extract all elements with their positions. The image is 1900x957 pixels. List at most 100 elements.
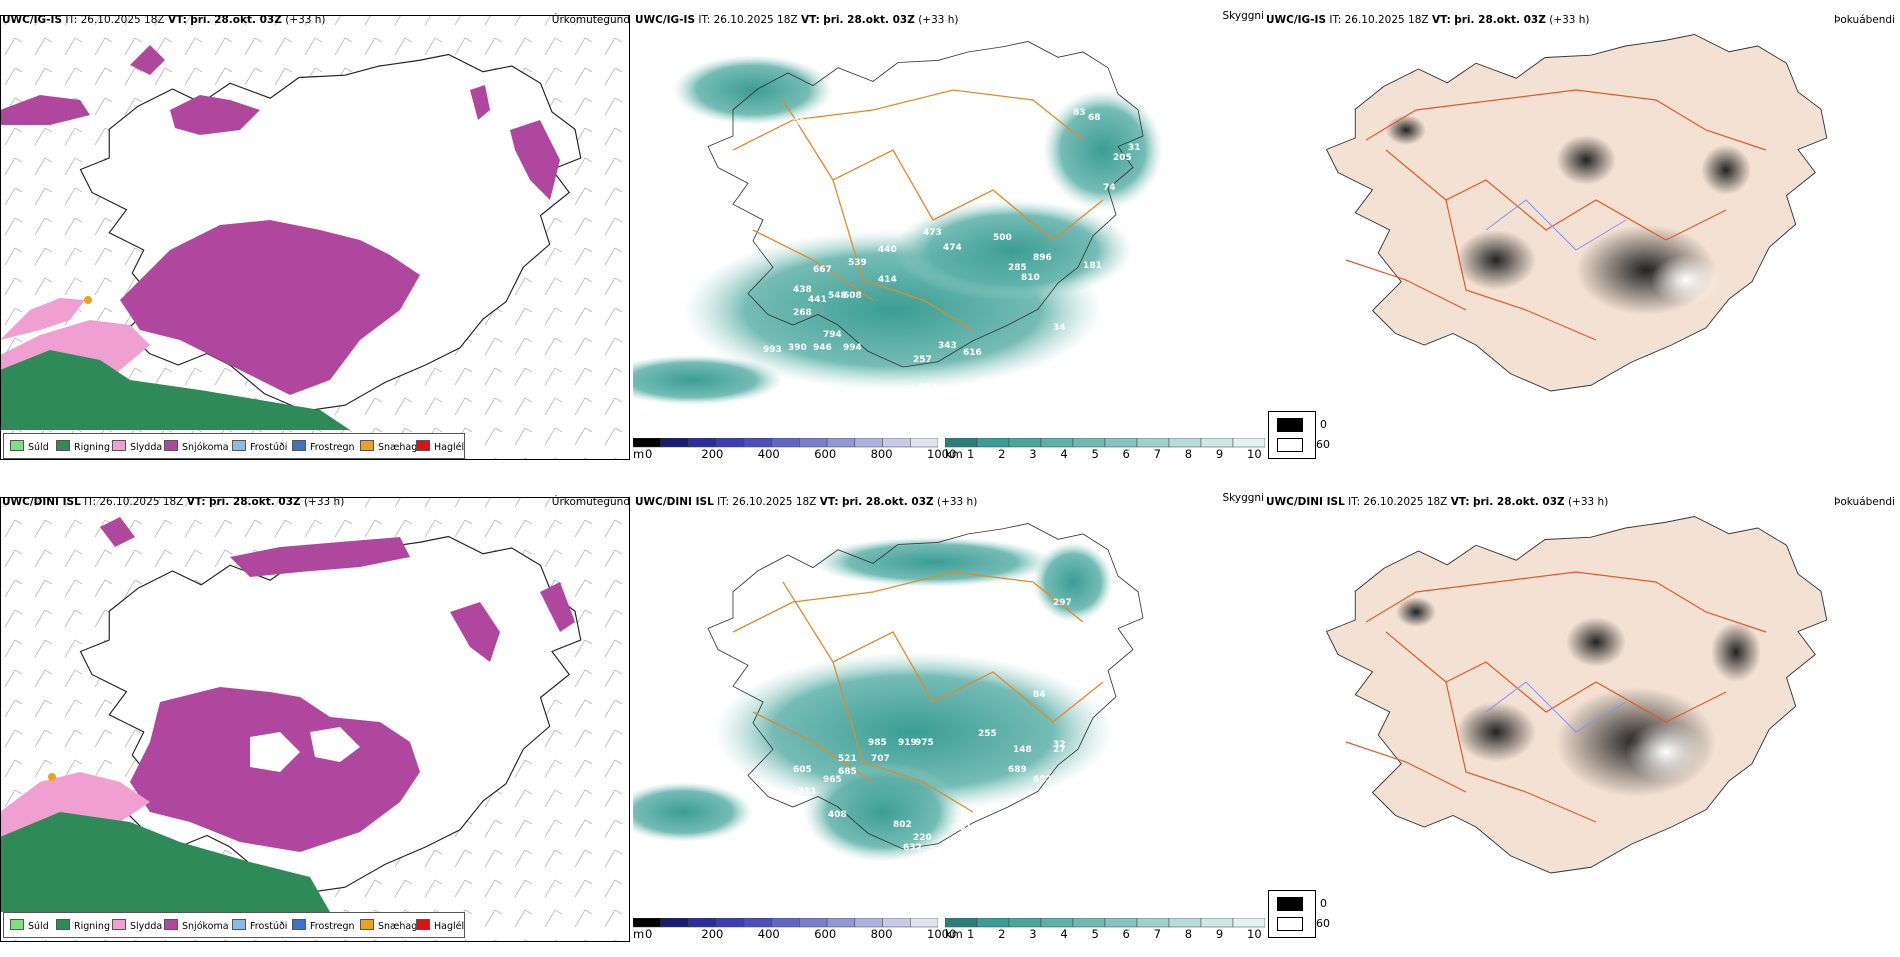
map-value-label: 343 (938, 341, 957, 351)
colorbar-swatch (715, 438, 745, 448)
model-name: UWC/DINI ISL (2, 496, 81, 508)
panel-title: Þokuábendi (1834, 14, 1895, 26)
map-value-label: 919 (898, 738, 917, 748)
height-unit: m (633, 927, 645, 941)
colorbar-swatch (688, 918, 717, 928)
map-value-label: 707 (871, 754, 890, 764)
colorbar-tick: 5 (1091, 447, 1099, 461)
map-value-label: 369 (883, 863, 902, 873)
map-value-label: 148 (1013, 745, 1032, 755)
legend-label: Slydda (130, 442, 163, 453)
precip-map-row2 (0, 497, 630, 942)
swatch (56, 919, 70, 930)
legend-label: Snjókoma (182, 921, 229, 932)
map-value-label: 685 (838, 767, 857, 777)
legend-snjokoma: Snjókoma (164, 440, 229, 453)
map-value-label: 384 (918, 383, 937, 393)
map-value-label: 651 (953, 823, 972, 833)
swatch (292, 440, 306, 451)
colorbar-tick: 1 (967, 927, 975, 941)
map-value-label: 810 (1021, 273, 1040, 283)
map-value-label: 311 (798, 787, 817, 797)
colorbar-swatch (1072, 918, 1106, 928)
map-value-label: 539 (848, 258, 867, 268)
colorbar-swatch (715, 918, 745, 928)
map-value-label: 257 (913, 355, 932, 365)
swatch (360, 919, 374, 930)
fog-legend-label: 0 (1320, 418, 1327, 431)
legend-suld: Súld (10, 440, 49, 453)
map-value-label: 985 (868, 738, 887, 748)
colorbar-swatch (1072, 438, 1106, 448)
map-value-label: 440 (878, 245, 897, 255)
map-value-label: 285 (1008, 263, 1027, 273)
valid-time: þri. 28.okt. 03Z (1472, 496, 1565, 508)
map-value-label: 994 (843, 343, 862, 353)
colorbar-swatch (1200, 918, 1234, 928)
panel-title: Skyggni (1222, 492, 1265, 504)
map-value-label: 605 (793, 765, 812, 775)
fog-legend-white (1277, 917, 1303, 931)
legend-slydda: Slydda (112, 440, 162, 453)
colorbar-swatch (1168, 918, 1202, 928)
colorbar-swatch (633, 918, 661, 928)
map-value-label: 441 (808, 295, 827, 305)
colorbar-swatch (945, 918, 978, 928)
lead-time: (+33 h) (918, 14, 959, 26)
colorbar-swatch (688, 438, 717, 448)
colorbar-tick: 800 (870, 927, 893, 941)
vt-label: VT: (167, 14, 187, 26)
legend-label: Rigning (74, 442, 110, 453)
legend-haglel: Haglél (416, 440, 464, 453)
colorbar-swatch (771, 918, 800, 928)
visibility-unit: km (945, 927, 963, 941)
valid-time: þri. 28.okt. 03Z (841, 496, 934, 508)
map-value-label: 255 (978, 729, 997, 739)
colorbar-tick: 6 (1122, 447, 1130, 461)
panel-header: UWC/IG-IS IT: 26.10.2025 18Z VT: þri. 28… (2, 14, 326, 26)
colorbar-tick: 3 (1029, 447, 1037, 461)
visibility-unit: km (945, 447, 963, 461)
colorbar-swatch (1008, 918, 1042, 928)
colorbar-tick: 4 (1060, 447, 1068, 461)
fog-legend-label: 0 (1320, 897, 1327, 910)
colorbar-swatch (1040, 438, 1074, 448)
colorbar-tick: 3 (1029, 927, 1037, 941)
colorbar-swatch (976, 438, 1010, 448)
init-time: IT: 26.10.2025 18Z (698, 14, 798, 26)
swatch (112, 919, 126, 930)
colorbar-swatch (771, 438, 800, 448)
legend-frostregn: Frostregn (292, 440, 355, 453)
fog-panel-row2: UWC/DINI ISL IT: 26.10.2025 18Z VT: þri.… (1266, 482, 1899, 957)
colorbar-tick: 400 (757, 447, 780, 461)
map-value-label: 946 (813, 343, 832, 353)
map-value-label: 74 (1103, 183, 1116, 193)
vt-label: VT: (1431, 14, 1451, 26)
colorbar-swatch (660, 918, 689, 928)
map-value-label: 31 (1128, 143, 1141, 153)
colorbar-swatch (854, 438, 883, 448)
legend-frostregn: Frostregn (292, 919, 355, 932)
colorbar-tick: 1000 (927, 447, 957, 461)
colorbar-swatch (799, 918, 828, 928)
init-time: IT: 26.10.2025 18Z (84, 496, 184, 508)
height-unit: m (633, 447, 645, 461)
swatch (360, 440, 374, 451)
map-value-label: 298 (793, 118, 812, 128)
legend-haglel: Haglél (416, 919, 464, 932)
colorbar-tick: 8 (1184, 927, 1193, 941)
map-value-label: 297 (1053, 598, 1072, 608)
lead-time: (+33 h) (303, 496, 345, 508)
swatch (416, 919, 430, 930)
panel-header: UWC/DINI ISL IT: 26.10.2025 18Z VT: þri.… (1266, 496, 1608, 508)
colorbar-swatch (882, 438, 911, 448)
valid-time: þri. 28.okt. 03Z (1454, 14, 1546, 26)
colorbar-tick: 5 (1091, 927, 1099, 941)
lead-time: (+33 h) (936, 496, 978, 508)
precip-map-row1 (0, 15, 630, 460)
colorbar-tick: 10 (1247, 447, 1262, 461)
swatch (112, 440, 126, 451)
map-value-label: 30 (1088, 620, 1101, 630)
colorbar-tick: 600 (814, 447, 837, 461)
map-value-label: 802 (893, 820, 912, 830)
